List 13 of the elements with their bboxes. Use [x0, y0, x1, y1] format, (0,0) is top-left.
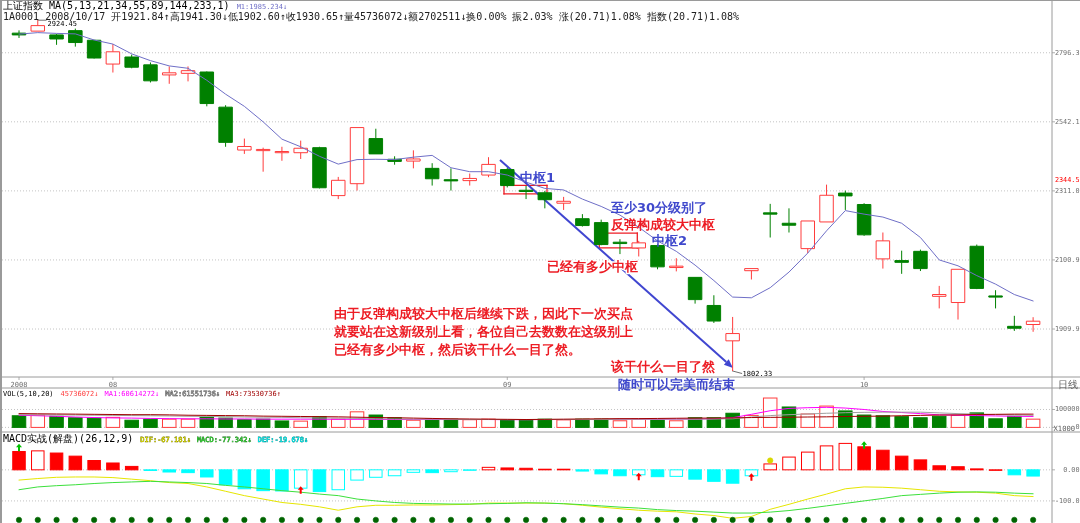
- annotation: 由于反弹构成较大中枢后继续下跌，因此下一次买点: [334, 306, 633, 321]
- annotation: 中枢1: [520, 170, 556, 185]
- annotation: 该干什么一目了然: [610, 359, 716, 374]
- annotation: 随时可以完美而结束: [618, 377, 735, 392]
- annotation: 已经有多少中枢，然后该干什么一目了然。: [334, 342, 581, 357]
- chart-title: 上证指数 MA(5,13,21,34,55,89,144,233,1): [3, 0, 230, 11]
- annotation: 至少30分级别了: [610, 200, 708, 215]
- annotation: 就要站在这新级别上看，各位自己去数数在这级别上: [333, 324, 633, 339]
- chart-title: MACD实战(解盘)(26,12,9): [3, 432, 134, 444]
- annotation: 反弹构成较大中枢: [610, 217, 715, 232]
- annotation: 中枢2: [652, 233, 688, 248]
- text: 1A0001 2008/10/17 开1921.84↑高1941.30↓低1902.60↑收1930.65↑量45736072↓额2702511↓换0.00% 振2.03% 涨(20.71)1.08% 指数(20.71)1.08%: [3, 10, 740, 22]
- x-axis-title: 日线: [1058, 378, 1078, 390]
